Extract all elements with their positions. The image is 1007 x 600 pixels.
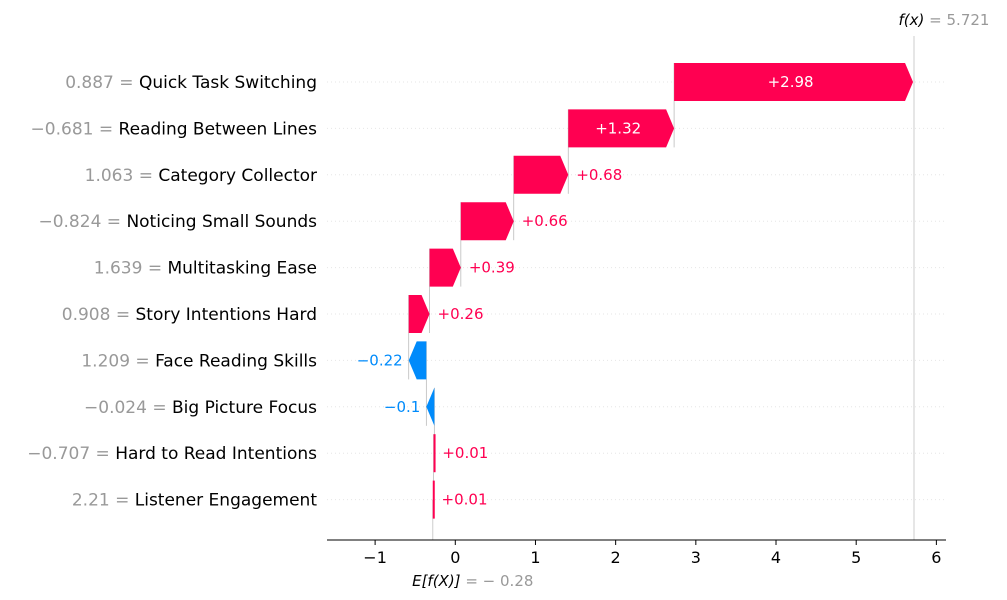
- feature-value: −0.707 =: [27, 444, 115, 464]
- feature-label: −0.707 = Hard to Read Intentions: [27, 444, 317, 464]
- x-tick-label: 2: [611, 548, 621, 567]
- feature-label: −0.024 = Big Picture Focus: [84, 398, 317, 418]
- bar-value-label: +2.98: [768, 73, 814, 91]
- feature-value: 1.209 =: [81, 351, 155, 371]
- x-tick-label: 3: [691, 548, 701, 567]
- x-tick-label: 0: [450, 548, 460, 567]
- feature-name: Multitasking Ease: [167, 259, 317, 279]
- feature-value: 0.908 =: [62, 305, 136, 325]
- bar-value-label: +0.26: [438, 305, 484, 323]
- fx-value: 5.721: [947, 11, 990, 29]
- feature-label: −0.824 = Noticing Small Sounds: [38, 212, 317, 232]
- bar-value-label: +0.01: [442, 491, 488, 509]
- bar: [568, 109, 675, 148]
- bar: [426, 387, 435, 426]
- bar: [429, 248, 461, 287]
- feature-label: 1.209 = Face Reading Skills: [81, 351, 317, 371]
- bar: [513, 155, 569, 194]
- x-tick-label: 1: [530, 548, 540, 567]
- feature-label: −0.681 = Reading Between Lines: [31, 119, 318, 139]
- feature-value: −0.681 =: [31, 119, 119, 139]
- bar-value-label: −0.1: [384, 398, 420, 416]
- feature-name: Reading Between Lines: [119, 119, 318, 139]
- feature-value: −0.824 =: [38, 212, 126, 232]
- base-value: − 0.28: [483, 572, 534, 590]
- bar: [674, 63, 914, 101]
- base-label: E[f(X)]: [412, 572, 461, 590]
- feature-value: 1.063 =: [85, 166, 159, 186]
- x-axis: −1 0 1 2 3 4 5 6: [327, 539, 946, 567]
- bar-value-label: +0.66: [522, 212, 568, 230]
- bar-value-label: −0.22: [357, 351, 403, 369]
- bars: +2.98 +1.32 +0.68 +0.66 +0.39 +0.26 −0.22 −0.1 +…: [357, 63, 914, 519]
- feature-value: 0.887 =: [65, 73, 139, 93]
- x-tick-label: −1: [363, 548, 387, 567]
- bar-value-label: +0.39: [469, 259, 515, 277]
- feature-value: 2.21 =: [72, 491, 135, 511]
- feature-name: Face Reading Skills: [155, 351, 317, 371]
- bar-value-label: +0.01: [442, 444, 488, 462]
- feature-label: 0.887 = Quick Task Switching: [65, 73, 317, 93]
- fx-header: f(x) = 5.721: [899, 11, 990, 29]
- feature-label: 1.063 = Category Collector: [85, 166, 317, 186]
- bar: [408, 295, 430, 333]
- feature-name: Hard to Read Intentions: [115, 444, 317, 464]
- feature-label: 1.639 = Multitasking Ease: [94, 259, 317, 279]
- bar-value-label: +0.68: [576, 166, 622, 184]
- feature-name: Story Intentions Hard: [135, 305, 317, 325]
- feature-name: Big Picture Focus: [172, 398, 317, 418]
- feature-name: Noticing Small Sounds: [126, 212, 317, 232]
- x-tick-label: 5: [851, 548, 861, 567]
- x-tick-label: 6: [931, 548, 941, 567]
- feature-label: 2.21 = Listener Engagement: [72, 491, 317, 511]
- feature-label: 0.908 = Story Intentions Hard: [62, 305, 317, 325]
- feature-name: Listener Engagement: [135, 491, 318, 511]
- feature-name: Quick Task Switching: [139, 73, 317, 93]
- bar-value-label: +1.32: [595, 119, 641, 137]
- base-value-label: E[f(X)] = − 0.28: [412, 572, 533, 590]
- fx-label: f(x): [899, 11, 925, 29]
- bar: [408, 341, 427, 380]
- bar: [460, 202, 514, 241]
- feature-labels: 0.887 = Quick Task Switching −0.681 = Rea…: [27, 73, 317, 511]
- feature-name: Category Collector: [158, 166, 317, 186]
- feature-value: −0.024 =: [84, 398, 172, 418]
- x-tick-label: 4: [771, 548, 781, 567]
- feature-value: 1.639 =: [94, 259, 168, 279]
